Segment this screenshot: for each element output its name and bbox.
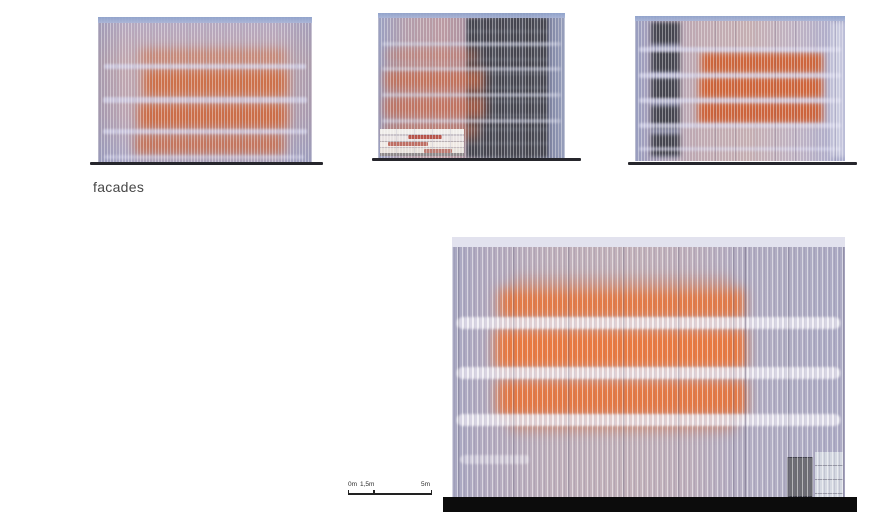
section-label: facades [93, 179, 145, 195]
polycarbonate-ribbing [378, 13, 565, 158]
scale-label-0m: 0m [348, 481, 358, 488]
facade-elevation-2 [378, 13, 565, 158]
orange-glow-band [138, 103, 288, 129]
panel-joint-lines [98, 17, 312, 162]
orange-glow-band [699, 77, 823, 98]
orange-glow-band [386, 49, 478, 62]
scale-bar: 0m 1,5m 5m [348, 481, 432, 498]
orange-glow-band [384, 69, 484, 91]
floor-slab-band [639, 98, 841, 103]
dark-curtainwall-grid [466, 18, 548, 158]
ground-line-2 [372, 158, 581, 161]
floor-slab-band [104, 155, 304, 159]
floor-slab-band [103, 129, 307, 134]
floor-slab-band [639, 123, 841, 128]
panel-joint-lines [635, 16, 845, 161]
orange-glow-band [143, 69, 288, 97]
scale-label-1-5m: 1,5m [360, 481, 375, 488]
orange-glow-band [383, 96, 485, 118]
facade-elevation-3 [635, 16, 845, 161]
storefront-base-strip [380, 153, 464, 156]
facade-elevation-large [452, 237, 845, 497]
floor-slab-band [382, 67, 561, 71]
roof-edge-strip [378, 13, 565, 18]
scale-bar-tick [373, 490, 375, 495]
floor-slab-band [382, 42, 561, 46]
floor-slab-band [382, 119, 561, 123]
ground-line-3 [628, 162, 857, 165]
storefront-red-strip [388, 142, 428, 146]
orange-glow-band [698, 102, 823, 123]
right-edge-light-column [831, 22, 845, 157]
scale-label-5m: 5m [421, 481, 431, 488]
panel-joint-lines [378, 13, 565, 158]
groundfloor-storefront-detail [380, 129, 464, 156]
ground-bar [443, 497, 857, 512]
scale-bar-line [348, 490, 432, 495]
dark-stair-core-strip [651, 22, 680, 158]
storefront-red-strip [408, 135, 442, 139]
orange-glow-band [135, 134, 285, 155]
roof-edge-strip [635, 16, 845, 21]
floor-slab-band [104, 64, 306, 69]
storefront-red-strip [424, 149, 452, 153]
floor-slab-band [382, 93, 561, 97]
polycarbonate-ribbing [98, 17, 312, 162]
floor-slab-band [639, 73, 841, 78]
polycarbonate-ribbing [635, 16, 845, 161]
polycarbonate-ribbing [452, 237, 845, 497]
floor-slab-band [639, 147, 841, 151]
floor-slab-band [639, 47, 841, 52]
orange-glow-band [140, 49, 286, 64]
ground-line-1 [90, 162, 323, 165]
parapet-strip [452, 237, 845, 247]
orange-glow-band [701, 53, 823, 73]
facade-elevation-1 [98, 17, 312, 162]
floor-slab-band [103, 97, 307, 103]
roof-edge-strip [98, 17, 312, 23]
